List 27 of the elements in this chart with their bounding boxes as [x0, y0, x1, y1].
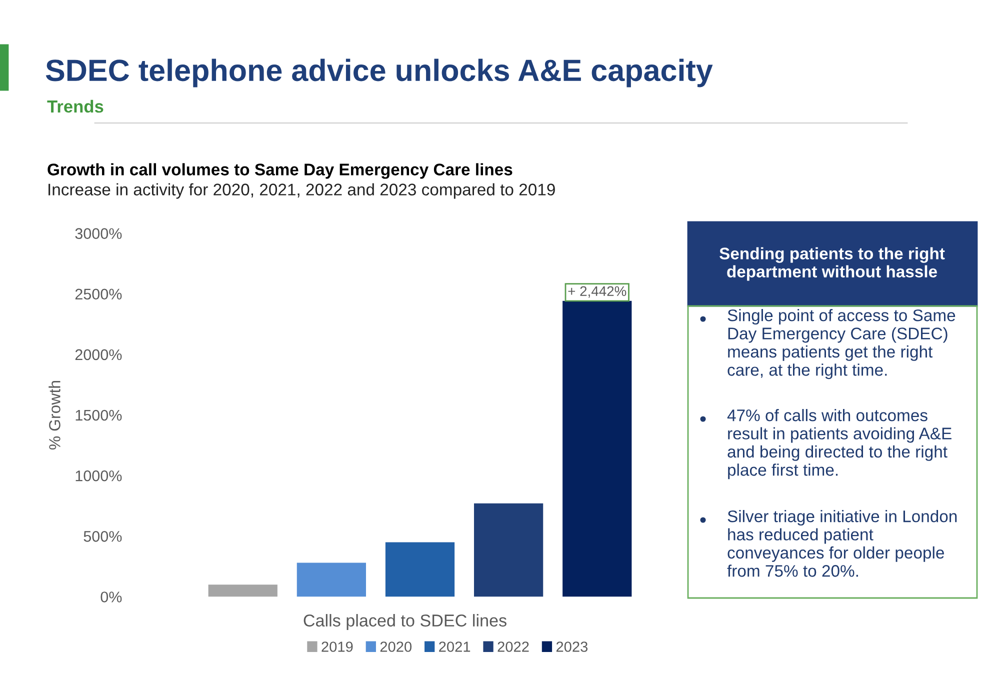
- legend-label: 2021: [439, 642, 470, 652]
- y-tick-label: 1000%: [76, 470, 122, 482]
- y-tick-label: 500%: [84, 531, 122, 542]
- y-tick-label: 2500%: [75, 288, 122, 300]
- bar: [296, 562, 366, 597]
- text: 47% of calls with outcomes result in patients avoiding A&E and being directed to the right place first time.: [727, 409, 952, 480]
- text: Growth in call volumes to Same Day Emergency Care lines: [48, 163, 512, 179]
- data-label: + 2,442%: [568, 286, 626, 298]
- legend-label: 2019: [322, 642, 353, 652]
- y-tick-label: 3000%: [75, 228, 122, 239]
- legend-label: 2020: [380, 642, 412, 652]
- legend-label: 2022: [498, 642, 529, 652]
- y-tick-label: 2000%: [75, 349, 122, 360]
- bar: [208, 584, 278, 597]
- x-axis-title: Calls placed to SDEC lines: [304, 614, 506, 630]
- text: Single point of access to Same Day Emergency Care (SDEC) means patients get the right care, at the right time.: [728, 309, 956, 380]
- y-tick-label: 0%: [100, 592, 122, 602]
- text: Silver triage initiative in London has reduced patient conveyances for older people from 75% to 20%.: [727, 510, 957, 577]
- text: Sending patients to the right department without hassle: [720, 247, 945, 281]
- bar: [474, 503, 544, 597]
- bar: [385, 542, 455, 597]
- text: Increase in activity for 2020, 2021, 2022 and 2023 compared to 2019: [48, 183, 555, 199]
- legend-label: 2023: [556, 642, 588, 652]
- y-axis-title: % Growth: [48, 380, 60, 450]
- y-tick-label: 1500%: [76, 410, 122, 421]
- chart-subtitle: Trends: [47, 100, 104, 113]
- chart-title: SDEC telephone advice unlocks A&E capacity: [46, 58, 713, 88]
